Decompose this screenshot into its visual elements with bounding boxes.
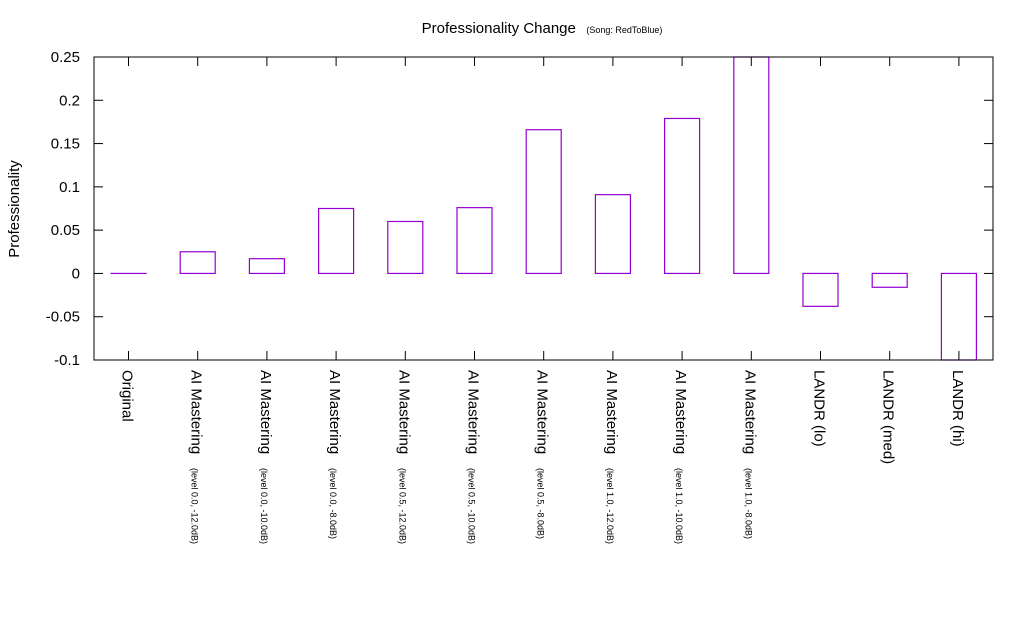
x-category-label: LANDR (med) [880,370,897,464]
y-tick-label: -0.1 [54,352,80,369]
x-category-label: Original [119,370,136,422]
x-category-label: AI Mastering (level 0.5, -10.0dB) [465,370,482,544]
plot-area: -0.1 -0.05 0 0.05 0.1 0.15 0.2 0.25 Original AI M… [46,49,994,544]
x-category-sub: (level 0.0, -12.0dB) [190,468,200,544]
x-category-main: AI Mastering [534,370,551,454]
x-category-label: LANDR (hi) [949,370,966,447]
x-category-main: AI Mastering [326,370,343,454]
x-category-label: AI Mastering (level 1.0, -8.0dB) [741,370,758,539]
chart-title-sub: (Song: RedToBlue) [586,25,662,35]
bar [525,129,562,275]
y-tick-label: 0 [72,265,80,282]
y-tick-label: 0.05 [51,222,80,239]
bar [733,56,770,275]
x-category-main: LANDR (lo) [811,370,828,447]
y-tick-label: 0.15 [51,136,80,153]
plot-frame [93,56,994,361]
x-category-sub: (level 0.0, -8.0dB) [328,468,338,539]
bar [871,272,908,288]
bar [940,272,978,361]
x-category-sub: (level 0.5, -8.0dB) [536,468,546,539]
x-category-main: AI Mastering [188,370,205,454]
bar [179,251,216,275]
x-category-label: AI Mastering (level 0.5, -8.0dB) [534,370,551,539]
x-category-sub: (level 0.5, -10.0dB) [467,468,477,544]
x-category-main: AI Mastering [741,370,758,454]
x-category-label: AI Mastering (level 1.0, -10.0dB) [672,370,689,544]
x-category-sub: (level 1.0, -8.0dB) [743,468,753,539]
bar [248,258,285,275]
x-category-main: LANDR (hi) [949,370,966,447]
bar [594,194,632,275]
x-category-sub: (level 1.0, -10.0dB) [674,468,684,544]
x-category-sub: (level 0.0, -10.0dB) [259,468,269,544]
y-axis-label: Professionality [6,160,23,258]
x-category-main: Original [119,370,136,422]
x-category-main: AI Mastering [672,370,689,454]
bar [663,117,701,275]
x-category-label: AI Mastering (level 1.0, -12.0dB) [603,370,620,544]
x-category-sub: (level 1.0, -12.0dB) [605,468,615,544]
x-category-sub: (level 0.5, -12.0dB) [397,468,407,544]
x-category-main: AI Mastering [257,370,274,454]
y-tick-label: -0.05 [46,309,80,326]
x-category-main: AI Mastering [603,370,620,454]
y-tick-label: 0.25 [51,49,80,66]
bar [387,220,424,275]
chart-title: Professionality Change (Song: RedToBlue) [422,20,663,37]
x-category-main: AI Mastering [465,370,482,454]
x-category-label: AI Mastering (level 0.0, -10.0dB) [257,370,274,544]
y-tick-label: 0.1 [59,179,80,196]
x-category-label: AI Mastering (level 0.0, -8.0dB) [326,370,343,539]
x-category-main: LANDR (med) [880,370,897,464]
bar [456,207,493,275]
x-category-label: AI Mastering (level 0.0, -12.0dB) [188,370,205,544]
x-category-label: AI Mastering (level 0.5, -12.0dB) [395,370,412,544]
bar [318,207,355,275]
bar [802,272,839,307]
x-category-main: AI Mastering [395,370,412,454]
y-tick-label: 0.2 [59,92,80,109]
x-category-label: LANDR (lo) [811,370,828,447]
chart-title-main: Professionality Change [422,20,576,37]
